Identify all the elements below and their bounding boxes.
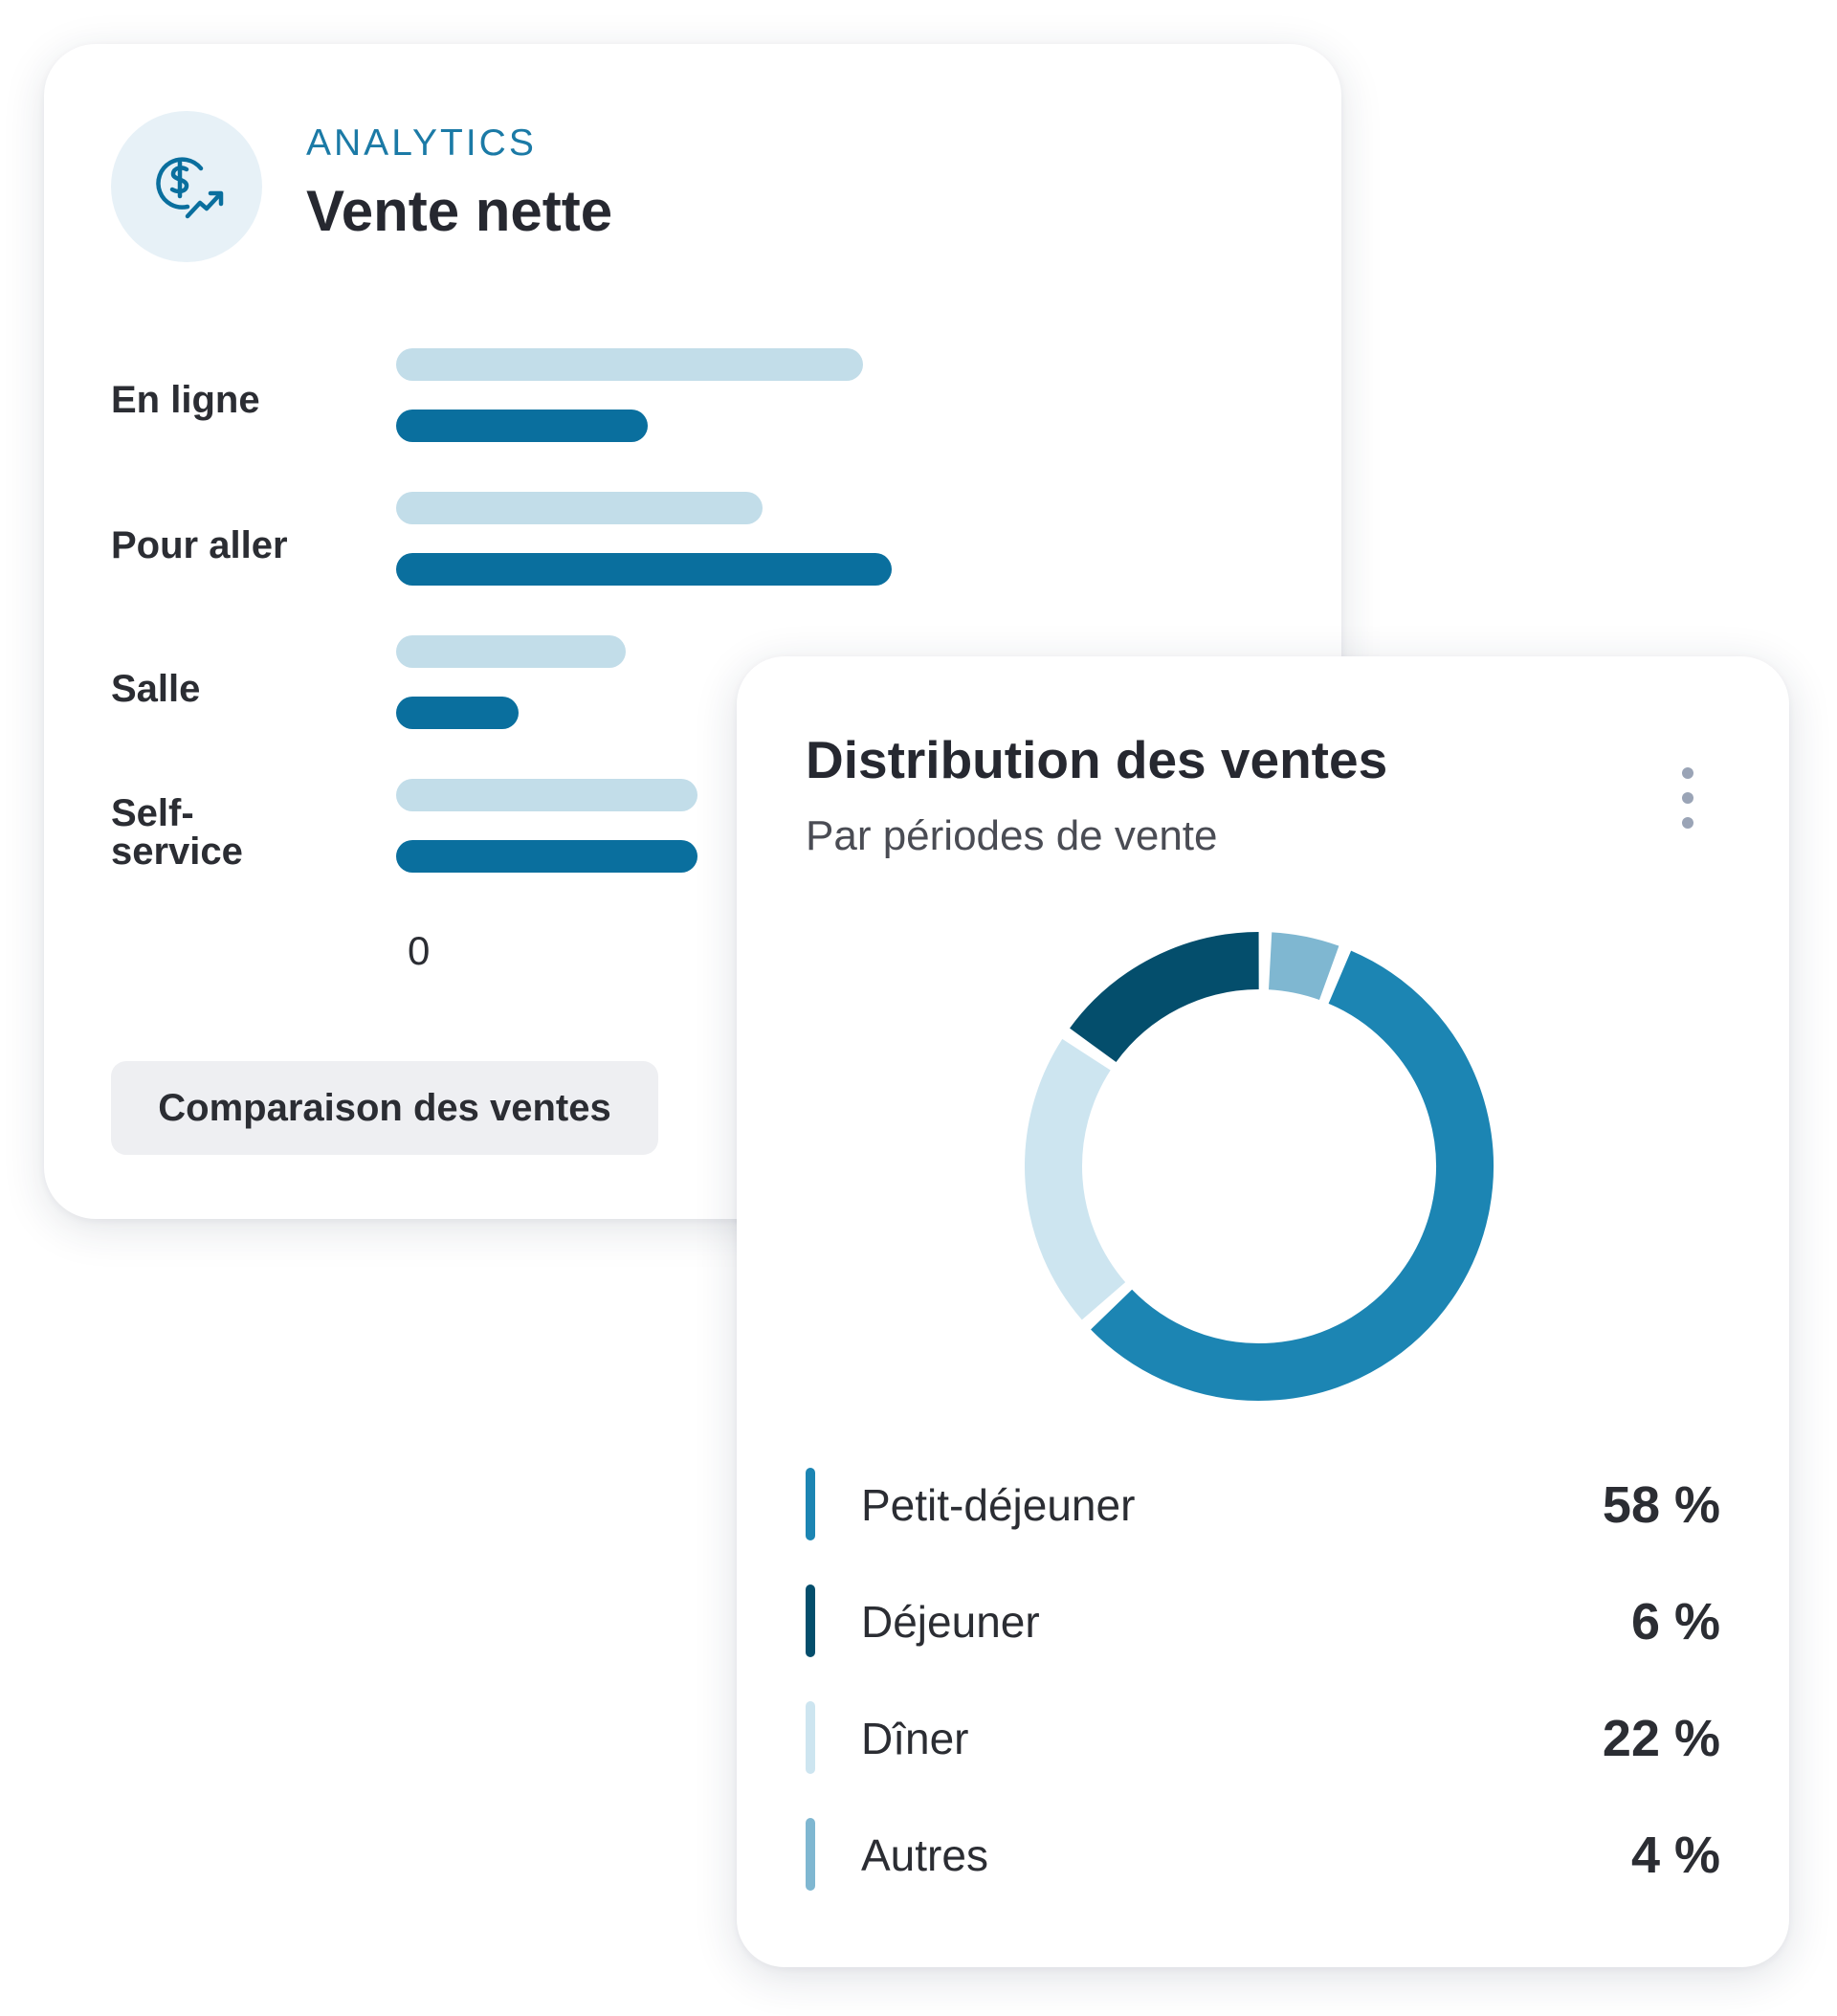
bar-category-label: Salle xyxy=(111,668,201,710)
bar-previous-period xyxy=(396,779,697,811)
legend-value: 4 % xyxy=(1630,1827,1720,1884)
legend-label: Déjeuner xyxy=(861,1597,1040,1647)
bar-category-label: Pour aller xyxy=(111,524,288,566)
donut-slice-petit-d-jeuner xyxy=(1091,950,1494,1401)
legend-label: Autres xyxy=(861,1830,988,1880)
bar-current-period xyxy=(396,410,648,442)
legend-item: Déjeuner 6 % xyxy=(806,1584,1720,1657)
chart-subtitle: Par périodes de vente xyxy=(806,812,1218,859)
bar-category-label: Self-service xyxy=(111,792,243,873)
bar-current-period xyxy=(396,697,519,729)
bar-previous-period xyxy=(396,492,763,524)
bar-category-label: En ligne xyxy=(111,379,260,421)
chart-title: Distribution des ventes xyxy=(806,730,1388,789)
legend-item: Autres 4 % xyxy=(806,1818,1720,1891)
donut-slice-d-ner xyxy=(1025,1038,1126,1320)
legend-item: Dîner 22 % xyxy=(806,1701,1720,1774)
bar-previous-period xyxy=(396,348,863,381)
card-title: Vente nette xyxy=(306,179,613,243)
donut-slice-d-jeuner xyxy=(1070,932,1260,1063)
legend-value: 58 % xyxy=(1602,1476,1720,1534)
donut-slice-autres xyxy=(1268,932,1339,1001)
section-eyebrow: ANALYTICS xyxy=(306,122,537,164)
sales-distribution-card: Distribution des ventes Par périodes de … xyxy=(737,656,1789,1967)
legend-swatch xyxy=(806,1584,815,1657)
dollar-growth-icon xyxy=(111,111,262,262)
legend-swatch xyxy=(806,1701,815,1774)
axis-tick-label: 0 xyxy=(408,928,431,973)
legend-swatch xyxy=(806,1818,815,1891)
legend-label: Petit-déjeuner xyxy=(861,1480,1136,1530)
net-sales-card: ANALYTICS Vente nette En ligne Pour aller… xyxy=(44,44,1341,1219)
bar-current-period xyxy=(396,840,697,873)
bar-previous-period xyxy=(396,635,626,668)
legend-value: 22 % xyxy=(1602,1710,1720,1767)
legend-item: Petit-déjeuner 58 % xyxy=(806,1468,1720,1540)
bar-current-period xyxy=(396,553,892,586)
compare-sales-button[interactable]: Comparaison des ventes xyxy=(111,1061,658,1155)
legend-label: Dîner xyxy=(861,1714,969,1763)
more-vertical-icon[interactable] xyxy=(1669,762,1707,834)
legend-swatch xyxy=(806,1468,815,1540)
sales-distribution-donut xyxy=(1025,932,1494,1401)
legend-value: 6 % xyxy=(1630,1593,1720,1650)
